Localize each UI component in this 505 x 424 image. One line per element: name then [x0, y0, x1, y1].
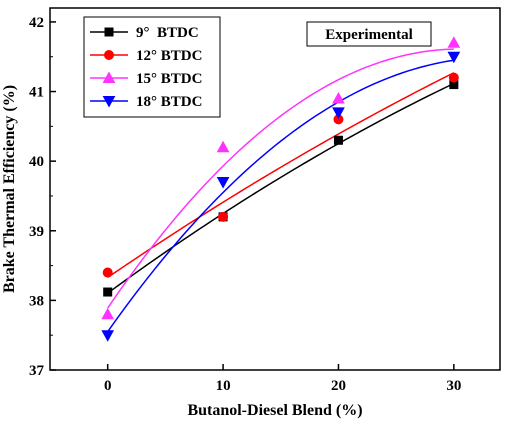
data-point-1-1 [218, 211, 229, 222]
y-tick-label: 39 [29, 224, 44, 240]
annotation-frame [306, 21, 432, 47]
y-tick-label: 38 [29, 293, 44, 309]
data-point-3-0 [101, 330, 115, 342]
annotation-text: Experimental [325, 27, 413, 43]
x-tick-label: 30 [446, 378, 461, 394]
legend: 9° BTDC 12° BTDC 15° BTDC 18° BTDC [83, 16, 221, 118]
data-point-0-2 [333, 135, 343, 145]
y-axis-label: Brake Thermal Efficiency (%) [1, 85, 18, 293]
data-point-2-3 [447, 36, 461, 48]
data-point-2-1 [216, 140, 230, 153]
series-line-1 [107, 72, 455, 279]
data-point-3-1 [216, 177, 230, 189]
legend-label-2: 15° BTDC [136, 71, 202, 87]
legend-marker-1 [104, 50, 114, 60]
legend-label-1: 12° BTDC [136, 48, 202, 64]
x-axis-label: Butanol-Diesel Blend (%) [187, 402, 362, 419]
legend-marker-3 [102, 96, 116, 108]
data-point-1-3 [448, 72, 459, 83]
data-point-0-0 [103, 287, 113, 297]
plot-frame [49, 7, 501, 371]
data-point-2-0 [101, 307, 115, 320]
legend-marker-0 [104, 27, 114, 37]
series-markers [101, 36, 461, 342]
series-line-2 [107, 48, 454, 309]
legend-marker-2 [102, 71, 116, 83]
legend-label-3: 18° BTDC [136, 94, 202, 110]
y-tick-label: 40 [29, 154, 44, 170]
legend-label-0: 9° BTDC [136, 25, 199, 41]
data-point-3-3 [447, 51, 461, 64]
data-point-2-2 [332, 91, 345, 104]
x-tick-label: 0 [104, 378, 112, 394]
data-point-3-2 [332, 107, 345, 119]
series-line-3 [107, 59, 454, 333]
annotation-box: Experimental [306, 21, 432, 47]
y-tick-label: 42 [29, 15, 44, 31]
data-point-1-0 [102, 267, 113, 278]
x-tick-label: 10 [216, 378, 231, 394]
y-tick-label: 37 [29, 363, 45, 379]
series-curves [107, 48, 455, 333]
x-tick-label: 20 [331, 378, 346, 394]
y-tick-label: 41 [29, 85, 44, 101]
series-line-0 [107, 82, 455, 294]
axis-ticks: 0 10 20 30 37 38 39 40 41 42 [29, 15, 461, 394]
